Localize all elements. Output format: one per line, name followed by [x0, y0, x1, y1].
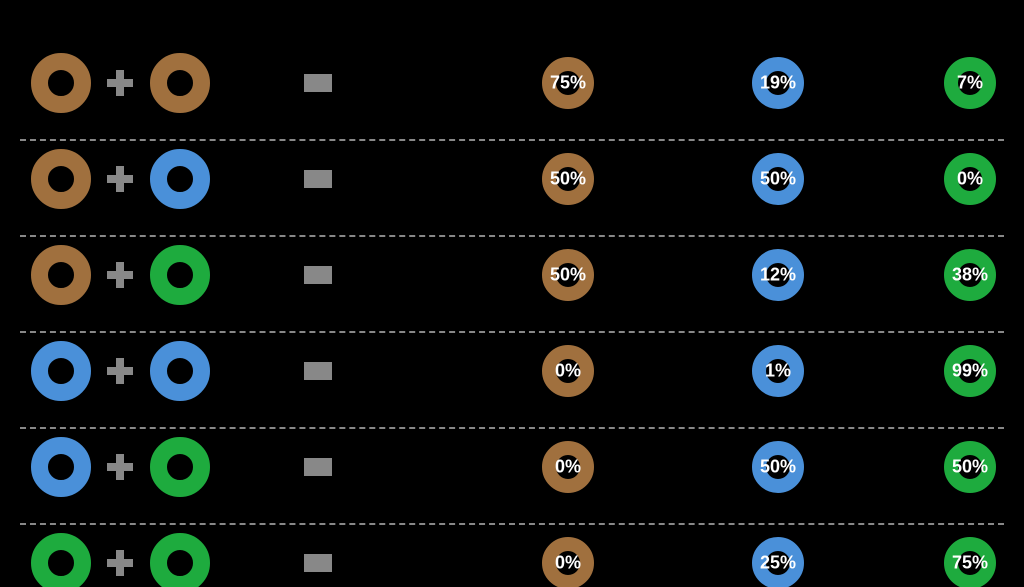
ring-parent-b-brown — [150, 53, 210, 113]
ring-parent-a-blue — [31, 341, 91, 401]
pct-label: 1% — [765, 361, 791, 382]
pct-label: 75% — [952, 553, 988, 574]
ring-parent-b-green — [150, 533, 210, 587]
ring-parent-b-green — [150, 245, 210, 305]
plus-icon — [107, 550, 133, 576]
row-divider — [20, 523, 1004, 525]
equals-icon — [304, 554, 332, 572]
equals-icon — [304, 74, 332, 92]
pct-label: 0% — [555, 553, 581, 574]
pct-label: 0% — [555, 361, 581, 382]
ring-parent-b-green — [150, 437, 210, 497]
pct-label: 7% — [957, 73, 983, 94]
pct-label: 19% — [760, 73, 796, 94]
row-divider — [20, 235, 1004, 237]
pct-label: 0% — [555, 457, 581, 478]
row-divider — [20, 331, 1004, 333]
ring-parent-b-blue — [150, 341, 210, 401]
pct-label: 50% — [952, 457, 988, 478]
ring-parent-a-blue — [31, 437, 91, 497]
eye-color-inheritance-chart: 75% 19% 7% 50% 50% 0% 50% 12% 38% 0% 1% 99% 0% 50% 50%… — [0, 0, 1024, 587]
pct-label: 12% — [760, 265, 796, 286]
ring-parent-a-brown — [31, 149, 91, 209]
row-divider — [20, 427, 1004, 429]
pct-label: 75% — [550, 73, 586, 94]
pct-label: 25% — [760, 553, 796, 574]
pct-label: 38% — [952, 265, 988, 286]
plus-icon — [107, 70, 133, 96]
ring-parent-a-green — [31, 533, 91, 587]
equals-icon — [304, 362, 332, 380]
ring-parent-a-brown — [31, 53, 91, 113]
plus-icon — [107, 358, 133, 384]
ring-parent-b-blue — [150, 149, 210, 209]
pct-label: 50% — [550, 265, 586, 286]
plus-icon — [107, 262, 133, 288]
ring-parent-a-brown — [31, 245, 91, 305]
equals-icon — [304, 170, 332, 188]
plus-icon — [107, 166, 133, 192]
pct-label: 50% — [760, 169, 796, 190]
pct-label: 50% — [550, 169, 586, 190]
equals-icon — [304, 266, 332, 284]
pct-label: 0% — [957, 169, 983, 190]
pct-label: 99% — [952, 361, 988, 382]
plus-icon — [107, 454, 133, 480]
row-divider — [20, 139, 1004, 141]
pct-label: 50% — [760, 457, 796, 478]
equals-icon — [304, 458, 332, 476]
